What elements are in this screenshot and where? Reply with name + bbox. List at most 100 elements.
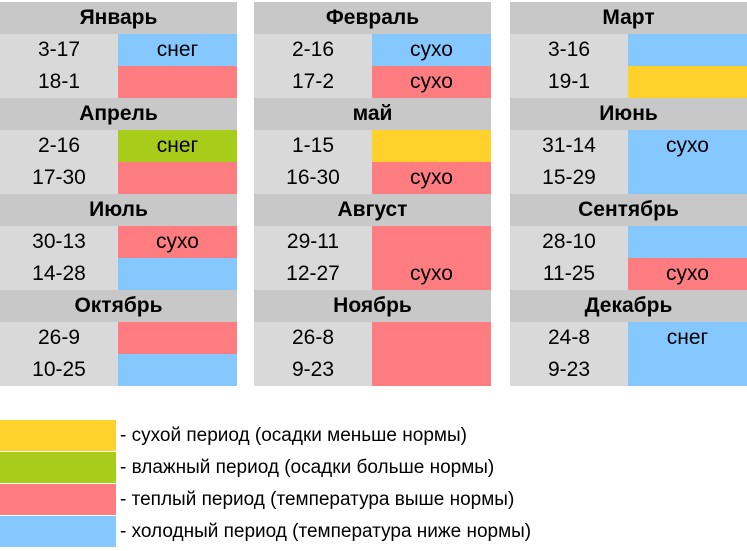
period-status-cell [118, 354, 237, 386]
period-range: 9-23 [254, 354, 372, 386]
legend-label: - сухой период (осадки меньше нормы) [120, 424, 467, 446]
period-range: 28-10 [510, 226, 628, 258]
month-block: Ноябрь 26-8 9-23 [254, 290, 491, 386]
legend-swatch [0, 452, 116, 483]
period-row: 17-2 сухо [254, 66, 491, 98]
legend-swatch [0, 484, 116, 515]
period-status-cell [118, 162, 237, 194]
period-row: 18-1 [0, 66, 237, 98]
period-status-cell [628, 66, 747, 98]
period-row: 26-9 [0, 322, 237, 354]
legend-item: - сухой период (осадки меньше нормы) [0, 420, 747, 451]
period-range: 29-11 [254, 226, 372, 258]
period-status-cell: сухо [372, 34, 491, 66]
period-status-cell: сухо [372, 162, 491, 194]
period-row: 30-13 сухо [0, 226, 237, 258]
month-block: Август 29-11 12-27 сухо [254, 194, 491, 290]
month-title: Март [510, 2, 747, 34]
period-status-cell: сухо [118, 226, 237, 258]
period-row: 31-14 сухо [510, 130, 747, 162]
period-row: 2-16 сухо [254, 34, 491, 66]
month-title: Июль [0, 194, 237, 226]
period-status-cell [118, 258, 237, 290]
period-status-cell: сухо [628, 130, 747, 162]
period-row: 12-27 сухо [254, 258, 491, 290]
period-status-cell [372, 322, 491, 354]
period-row: 11-25 сухо [510, 258, 747, 290]
period-status-cell: сухо [372, 258, 491, 290]
period-status-cell: сухо [628, 258, 747, 290]
period-row: 17-30 [0, 162, 237, 194]
period-row: 9-23 [510, 354, 747, 386]
period-row: 14-28 [0, 258, 237, 290]
period-status-cell [372, 226, 491, 258]
period-range: 26-9 [0, 322, 118, 354]
month-block: Июнь 31-14 сухо 15-29 [510, 98, 747, 194]
month-block: Июль 30-13 сухо 14-28 [0, 194, 237, 290]
period-row: 19-1 [510, 66, 747, 98]
legend-label: - теплый период (температура выше нормы) [120, 488, 515, 510]
month-title: Ноябрь [254, 290, 491, 322]
period-status-cell: снег [118, 34, 237, 66]
month-title: Февраль [254, 2, 491, 34]
legend-label: - холодный период (температура ниже норм… [120, 520, 532, 542]
period-range: 2-16 [0, 130, 118, 162]
period-range: 9-23 [510, 354, 628, 386]
period-status-cell [628, 226, 747, 258]
period-status-cell [118, 322, 237, 354]
period-range: 15-29 [510, 162, 628, 194]
month-title: Сентябрь [510, 194, 747, 226]
period-row: 29-11 [254, 226, 491, 258]
period-status-cell [628, 162, 747, 194]
legend-swatch [0, 420, 116, 451]
period-range: 26-8 [254, 322, 372, 354]
month-title: Январь [0, 2, 237, 34]
period-range: 12-27 [254, 258, 372, 290]
period-range: 11-25 [510, 258, 628, 290]
period-status-cell [372, 354, 491, 386]
period-row: 3-17 снег [0, 34, 237, 66]
period-status-cell: сухо [372, 66, 491, 98]
legend-item: - холодный период (температура ниже норм… [0, 516, 747, 547]
period-range: 1-15 [254, 130, 372, 162]
month-block: май 1-15 16-30 сухо [254, 98, 491, 194]
period-row: 1-15 [254, 130, 491, 162]
month-block: Февраль 2-16 сухо 17-2 сухо [254, 2, 491, 98]
month-title: май [254, 98, 491, 130]
month-block: Апрель 2-16 снег 17-30 [0, 98, 237, 194]
period-row: 3-16 [510, 34, 747, 66]
month-title: Апрель [0, 98, 237, 130]
period-status-cell: снег [118, 130, 237, 162]
period-status-cell [118, 66, 237, 98]
period-range: 16-30 [254, 162, 372, 194]
period-row: 26-8 [254, 322, 491, 354]
month-title: Октябрь [0, 290, 237, 322]
legend-swatch [0, 516, 116, 547]
period-range: 19-1 [510, 66, 628, 98]
period-range: 17-2 [254, 66, 372, 98]
period-range: 2-16 [254, 34, 372, 66]
month-block: Январь 3-17 снег 18-1 [0, 2, 237, 98]
month-block: Октябрь 26-9 10-25 [0, 290, 237, 386]
period-status-cell [628, 34, 747, 66]
month-block: Сентябрь 28-10 11-25 сухо [510, 194, 747, 290]
month-title: Декабрь [510, 290, 747, 322]
period-row: 24-8 снег [510, 322, 747, 354]
period-row: 9-23 [254, 354, 491, 386]
month-title: Июнь [510, 98, 747, 130]
period-range: 3-17 [0, 34, 118, 66]
month-title: Август [254, 194, 491, 226]
month-block: Декабрь 24-8 снег 9-23 [510, 290, 747, 386]
period-range: 24-8 [510, 322, 628, 354]
period-range: 10-25 [0, 354, 118, 386]
period-status-cell: снег [628, 322, 747, 354]
period-range: 31-14 [510, 130, 628, 162]
legend-label: - влажный период (осадки больше нормы) [120, 456, 495, 478]
period-range: 30-13 [0, 226, 118, 258]
period-row: 15-29 [510, 162, 747, 194]
period-range: 14-28 [0, 258, 118, 290]
period-row: 28-10 [510, 226, 747, 258]
month-block: Март 3-16 19-1 [510, 2, 747, 98]
period-range: 18-1 [0, 66, 118, 98]
period-status-cell [628, 354, 747, 386]
